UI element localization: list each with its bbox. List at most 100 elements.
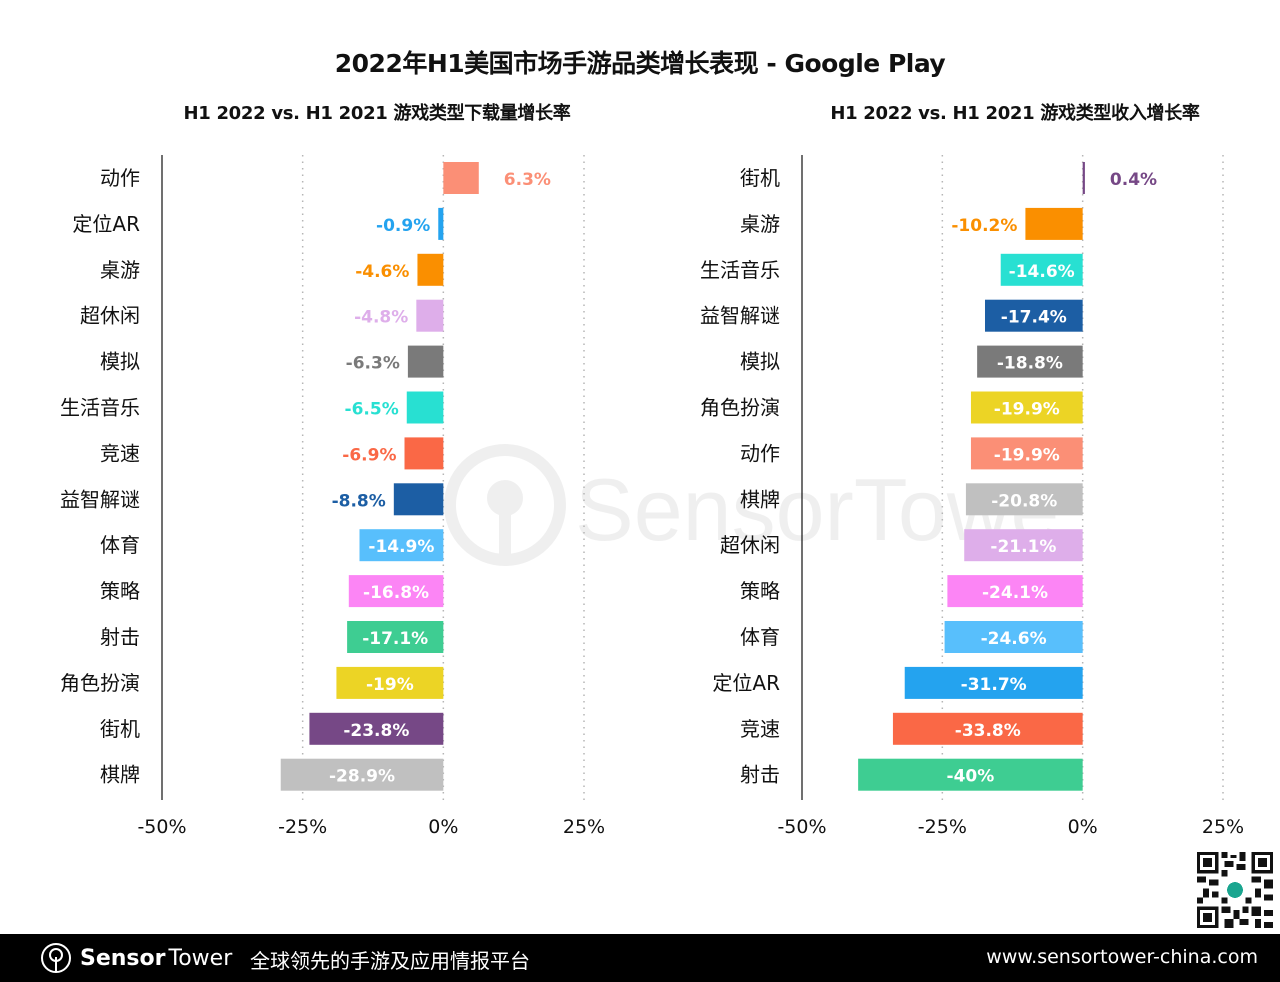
revenue-category-label: 超休闲 [720, 533, 780, 557]
downloads-value-label: -6.9% [342, 445, 396, 465]
downloads-value-label: -17.1% [362, 629, 428, 649]
revenue-category-label: 体育 [740, 625, 780, 649]
downloads-x-tick-label: -50% [137, 816, 186, 838]
revenue-value-label: -20.8% [991, 491, 1057, 511]
revenue-category-label: 策略 [740, 579, 780, 603]
revenue-category-label: 街机 [740, 166, 780, 190]
revenue-category-label: 动作 [740, 441, 780, 465]
bar-charts: -50% -25% 0% 25% 动作 6.3% 定位AR -0.9% 桌游 -4.6% 超休闲 -4… [60, 155, 1244, 838]
downloads-category-label: 街机 [100, 717, 140, 741]
downloads-value-label: -23.8% [343, 721, 409, 741]
brand-name-bold: Sensor [80, 945, 166, 971]
revenue-value-label: -17.4% [1001, 308, 1067, 328]
downloads-category-label: 动作 [100, 166, 140, 190]
revenue-bar [965, 483, 1083, 516]
downloads-category-label: 策略 [100, 579, 140, 603]
downloads-category-label: 棋牌 [100, 763, 140, 787]
downloads-chart-title: H1 2022 vs. H1 2021 游戏类型下载量增长率 [183, 103, 571, 124]
revenue-category-label: 竞速 [740, 717, 780, 741]
downloads-value-label: -14.9% [368, 537, 434, 557]
revenue-bar [977, 345, 1083, 378]
footer-bar: Sensor Tower 全球领先的手游及应用情报平台 www.sensorto… [0, 934, 1280, 982]
downloads-value-label: -0.9% [376, 216, 430, 236]
revenue-value-label: -24.1% [982, 583, 1048, 603]
revenue-category-label: 射击 [740, 763, 780, 787]
revenue-bar [947, 575, 1083, 608]
footer-slogan: 全球领先的手游及应用情报平台 [250, 949, 530, 973]
downloads-value-label: -19% [366, 675, 414, 695]
downloads-category-label: 益智解谜 [60, 487, 140, 511]
downloads-x-tick-label: -25% [278, 816, 327, 838]
downloads-category-label: 模拟 [100, 350, 140, 374]
downloads-category-label: 定位AR [72, 212, 140, 236]
downloads-category-label: 竞速 [100, 441, 140, 465]
revenue-value-label: -19.9% [994, 400, 1060, 420]
revenue-value-label: -33.8% [955, 721, 1021, 741]
downloads-x-tick-label: 25% [563, 816, 605, 838]
downloads-bar [443, 162, 479, 194]
revenue-bar [944, 621, 1083, 653]
downloads-value-label: -6.3% [346, 354, 400, 374]
revenue-value-label: -10.2% [951, 216, 1017, 236]
downloads-bar [438, 207, 444, 240]
footer-url[interactable]: www.sensortower-china.com [986, 946, 1258, 968]
revenue-value-label: -24.6% [981, 629, 1047, 649]
downloads-bar [280, 758, 444, 791]
revenue-bar [1000, 253, 1083, 286]
sensor-tower-logo-icon [41, 943, 71, 973]
revenue-category-label: 棋牌 [740, 487, 780, 511]
revenue-bar [858, 758, 1083, 791]
downloads-category-label: 射击 [100, 625, 140, 649]
downloads-bar [336, 666, 444, 699]
downloads-value-label: -16.8% [363, 583, 429, 603]
revenue-value-label: -19.9% [994, 445, 1060, 465]
revenue-bar [970, 391, 1083, 424]
downloads-bar [406, 391, 444, 424]
downloads-bar [417, 253, 444, 286]
revenue-category-label: 桌游 [740, 212, 780, 236]
downloads-category-label: 体育 [100, 533, 140, 557]
revenue-x-tick-label: -50% [777, 816, 826, 838]
revenue-bar [892, 712, 1083, 745]
revenue-x-tick-label: 25% [1202, 816, 1244, 838]
revenue-value-label: -21.1% [990, 537, 1056, 557]
downloads-bar [407, 345, 444, 378]
downloads-x-tick-label: 0% [428, 816, 458, 838]
revenue-category-label: 益智解谜 [700, 304, 780, 328]
revenue-value-label: -31.7% [961, 675, 1027, 695]
revenue-category-label: 角色扮演 [700, 396, 780, 420]
revenue-x-tick-label: -25% [918, 816, 967, 838]
downloads-value-label: -4.6% [355, 262, 409, 282]
revenue-category-label: 生活音乐 [700, 258, 780, 282]
revenue-x-tick-label: 0% [1068, 816, 1098, 838]
page-title: 2022年H1美国市场手游品类增长表现 - Google Play [334, 49, 946, 78]
revenue-value-label: 0.4% [1110, 170, 1157, 190]
downloads-bar [309, 712, 444, 745]
downloads-category-label: 超休闲 [80, 304, 140, 328]
revenue-bar [1082, 162, 1085, 194]
downloads-value-label: -8.8% [332, 491, 386, 511]
sensor-tower-brand: Sensor Tower [40, 942, 232, 974]
revenue-bar [970, 437, 1083, 470]
revenue-category-label: 定位AR [712, 671, 780, 695]
downloads-category-label: 角色扮演 [60, 671, 140, 695]
revenue-chart-title: H1 2022 vs. H1 2021 游戏类型收入增长率 [830, 103, 1200, 124]
downloads-value-label: -4.8% [354, 308, 408, 328]
downloads-bar [416, 299, 444, 332]
revenue-value-label: -14.6% [1009, 262, 1075, 282]
downloads-bar [359, 529, 444, 562]
revenue-bar [904, 666, 1083, 699]
revenue-bar [1025, 207, 1083, 240]
revenue-bar [984, 299, 1083, 332]
revenue-bar [964, 529, 1083, 562]
downloads-value-label: -28.9% [329, 767, 395, 787]
downloads-bar [347, 621, 444, 653]
downloads-bar [393, 483, 444, 516]
downloads-bar [348, 575, 444, 608]
revenue-value-label: -40% [947, 767, 995, 787]
downloads-category-label: 生活音乐 [60, 396, 140, 420]
downloads-value-label: 6.3% [504, 170, 551, 190]
downloads-bar [404, 437, 444, 470]
revenue-category-label: 模拟 [740, 350, 780, 374]
revenue-value-label: -18.8% [997, 354, 1063, 374]
